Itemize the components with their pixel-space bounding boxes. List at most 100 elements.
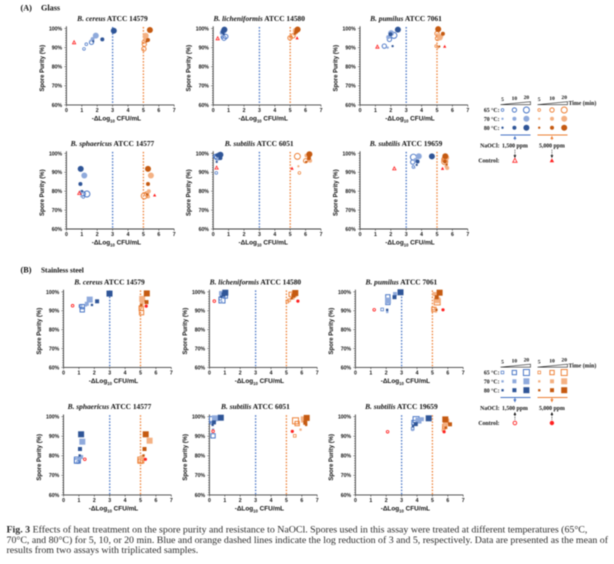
svg-text:1: 1 [369,371,372,377]
svg-text:90%: 90% [345,170,356,176]
svg-text:6: 6 [154,498,157,504]
svg-text:Glass: Glass [41,4,60,13]
svg-text:4: 4 [420,108,423,114]
svg-text:1: 1 [223,498,226,504]
svg-text:5: 5 [431,498,434,504]
svg-text:70%: 70% [52,84,63,90]
svg-text:Spore Purity (%): Spore Purity (%) [40,45,46,92]
svg-text:6: 6 [446,371,449,377]
svg-text:80 °C:: 80 °C: [484,125,500,132]
svg-text:1: 1 [77,371,80,377]
svg-text:90%: 90% [52,170,63,176]
svg-text:B. sphaericus ATCC 14577: B. sphaericus ATCC 14577 [70,139,155,148]
svg-text:Spore Purity (%): Spore Purity (%) [187,45,193,92]
svg-text:0: 0 [359,232,362,238]
svg-text:5,000 ppm: 5,000 ppm [539,406,565,412]
svg-text:4: 4 [273,232,276,238]
svg-text:70 °C:: 70 °C: [484,378,500,385]
svg-text:60%: 60% [195,493,206,499]
svg-text:6: 6 [451,232,454,238]
svg-text:80%: 80% [49,328,60,334]
svg-text:4: 4 [124,371,127,377]
svg-text:1,500 ppm: 1,500 ppm [502,406,528,412]
svg-text:Control:: Control: [478,421,499,427]
svg-text:0: 0 [65,232,68,238]
svg-text:60%: 60% [199,227,210,233]
svg-text:80%: 80% [199,189,210,195]
svg-text:B. licheniformis ATCC 14580: B. licheniformis ATCC 14580 [209,277,302,286]
svg-text:90%: 90% [341,434,352,440]
svg-text:1: 1 [80,232,83,238]
svg-text:2: 2 [96,232,99,238]
svg-text:5: 5 [139,371,142,377]
svg-text:Spore Purity (%): Spore Purity (%) [40,169,46,216]
svg-text:70%: 70% [341,346,352,352]
svg-text:Spore Purity (%): Spore Purity (%) [329,434,335,481]
svg-text:3: 3 [254,498,257,504]
svg-text:Spore Purity (%): Spore Purity (%) [329,308,335,355]
svg-text:5: 5 [289,232,292,238]
svg-text:-ΔLog10 CFU/mL: -ΔLog10 CFU/mL [235,378,284,386]
svg-text:3: 3 [400,498,403,504]
svg-text:2: 2 [96,108,99,114]
svg-text:B. subtilis ATCC 19659: B. subtilis ATCC 19659 [364,402,438,411]
svg-text:2: 2 [239,371,242,377]
svg-text:1: 1 [80,108,83,114]
svg-text:80%: 80% [52,189,63,195]
svg-text:65 °C:: 65 °C: [484,370,500,377]
svg-text:3: 3 [108,498,111,504]
svg-text:Spore Purity (%): Spore Purity (%) [37,308,43,355]
svg-text:-ΔLog10 CFU/mL: -ΔLog10 CFU/mL [239,240,288,248]
svg-text:70%: 70% [199,84,210,90]
svg-text:100%: 100% [49,151,63,157]
svg-text:70%: 70% [49,346,60,352]
svg-text:Spore Purity (%): Spore Purity (%) [183,308,189,355]
svg-text:-ΔLog10 CFU/mL: -ΔLog10 CFU/mL [92,116,141,124]
svg-text:-ΔLog10 CFU/mL: -ΔLog10 CFU/mL [381,378,430,386]
svg-text:6: 6 [300,498,303,504]
svg-text:80%: 80% [199,65,210,71]
svg-text:2: 2 [93,371,96,377]
svg-text:5: 5 [139,498,142,504]
svg-text:Control:: Control: [478,159,499,165]
svg-text:100%: 100% [343,151,357,157]
svg-text:B. subtilis ATCC 6051: B. subtilis ATCC 6051 [224,139,294,148]
svg-text:0: 0 [62,498,65,504]
svg-text:7: 7 [466,232,469,238]
svg-text:60%: 60% [345,103,356,109]
svg-text:60%: 60% [341,365,352,371]
svg-text:0: 0 [354,371,357,377]
svg-text:5: 5 [501,360,504,366]
svg-text:4: 4 [416,371,419,377]
svg-text:1: 1 [77,498,80,504]
svg-text:90%: 90% [49,309,60,315]
svg-text:70 °C:: 70 °C: [484,116,500,123]
svg-text:Fig. 3 Effects of heat treatme: Fig. 3 Effects of heat treatment on the … [7,525,588,536]
svg-text:-ΔLog10 CFU/mL: -ΔLog10 CFU/mL [235,506,284,514]
svg-text:1: 1 [374,108,377,114]
svg-text:-ΔLog10 CFU/mL: -ΔLog10 CFU/mL [381,506,430,514]
svg-text:70%: 70% [52,208,63,214]
svg-text:4: 4 [124,498,127,504]
svg-text:60%: 60% [341,493,352,499]
svg-text:80%: 80% [49,454,60,460]
svg-text:3: 3 [254,371,257,377]
svg-text:3: 3 [111,232,114,238]
svg-text:100%: 100% [46,415,60,421]
svg-text:1: 1 [374,232,377,238]
svg-text:Spore Purity (%): Spore Purity (%) [333,45,339,92]
svg-text:6: 6 [304,232,307,238]
svg-text:70%: 70% [199,208,210,214]
svg-text:80%: 80% [195,454,206,460]
svg-text:0: 0 [208,498,211,504]
svg-text:70%: 70% [345,84,356,90]
svg-text:3: 3 [405,108,408,114]
svg-text:4: 4 [270,498,273,504]
svg-text:Stainless steel: Stainless steel [41,266,84,275]
svg-text:6: 6 [446,498,449,504]
svg-text:80%: 80% [195,328,206,334]
svg-text:20: 20 [561,357,567,363]
svg-text:90%: 90% [199,46,210,52]
svg-text:2: 2 [389,108,392,114]
svg-text:B. cereus ATCC 14579: B. cereus ATCC 14579 [76,14,148,23]
